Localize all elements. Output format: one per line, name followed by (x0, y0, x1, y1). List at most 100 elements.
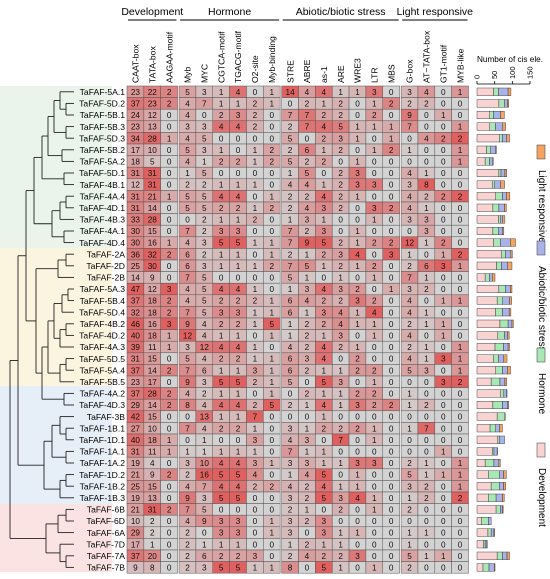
cell-value: 8 (424, 181, 429, 190)
bar-segment (476, 401, 494, 410)
cell-value: 2 (305, 343, 310, 352)
cell-value: 1 (372, 494, 377, 503)
cell-value: 0 (219, 506, 224, 515)
cell-value: 7 (185, 308, 190, 317)
cell-value: 2 (338, 181, 343, 190)
cell-value: 1 (372, 320, 377, 329)
cell-value: 5 (321, 471, 326, 480)
cell-value: 2 (305, 517, 310, 526)
column-header: MYB-like (455, 48, 465, 83)
cell-value: 0 (389, 378, 394, 387)
cell-value: 0 (389, 413, 394, 422)
cell-value: 0 (441, 436, 446, 445)
cell-value: 3 (288, 424, 293, 433)
bar-segment (493, 87, 499, 96)
cell-value: 1 (219, 146, 224, 155)
bar-segment (488, 470, 500, 479)
cell-value: 1 (253, 355, 258, 364)
bar-segment (505, 250, 512, 259)
group-header: Development (121, 6, 183, 18)
cell-value: 9 (202, 517, 207, 526)
gene-label: TaFAF-1D.2 (79, 470, 125, 480)
cell-value: 2 (202, 181, 207, 190)
gene-label: TaFAF-5D.3 (79, 133, 125, 143)
cell-value: 9 (150, 471, 155, 480)
bar-segment (476, 168, 500, 177)
cell-value: 31 (148, 181, 158, 190)
bar-segment (491, 273, 496, 282)
bar-segment (501, 261, 508, 270)
cell-value: 16 (148, 320, 158, 329)
cell-value: 2 (269, 204, 274, 213)
cell-value: 4 (288, 343, 293, 352)
cell-value: 0 (424, 250, 429, 259)
cell-value: 1 (253, 262, 258, 271)
cell-value: 1 (236, 181, 241, 190)
cell-value: 4 (219, 123, 224, 132)
cell-value: 30 (148, 262, 158, 271)
cell-value: 1 (458, 459, 463, 468)
cell-value: 6 (305, 146, 310, 155)
cell-value: 5 (185, 88, 190, 97)
cell-value: 13 (148, 123, 158, 132)
bar-segment (500, 180, 505, 189)
cell-value: 7 (288, 239, 293, 248)
cell-value: 4 (321, 355, 326, 364)
gene-label: TaFAF-5D.2 (79, 99, 125, 109)
cell-value: 15 (148, 482, 158, 491)
bar-segment (507, 261, 513, 270)
bar-segment (494, 180, 501, 189)
cell-value: 0 (441, 424, 446, 433)
cell-value: 5 (236, 471, 241, 480)
cell-value: 31 (131, 192, 141, 201)
cell-value: 3 (288, 459, 293, 468)
cell-value: 1 (321, 332, 326, 341)
cell-value: 0 (185, 413, 190, 422)
cell-value: 0 (269, 448, 274, 457)
cell-value: 2 (236, 552, 241, 561)
cell-value: 0 (167, 181, 172, 190)
cell-value: 3 (253, 366, 258, 375)
gene-label: TaFAF-7D (86, 539, 125, 549)
cell-value: 24 (131, 111, 141, 120)
cell-value: 5 (236, 378, 241, 387)
cell-value: 4 (219, 459, 224, 468)
cell-value: 23 (148, 100, 158, 109)
cell-value: 1 (372, 100, 377, 109)
cell-value: 0 (236, 436, 241, 445)
bar-segment (495, 122, 503, 131)
gene-label: TaFAF-4A.3 (80, 342, 126, 352)
cell-value: 2 (321, 134, 326, 143)
cell-value: 23 (131, 378, 141, 387)
cell-value: 2 (167, 250, 172, 259)
cell-value: 7 (185, 366, 190, 375)
cell-value: 2 (338, 204, 343, 213)
gene-label: TaFAF-2D (86, 261, 125, 271)
bar-segment (488, 493, 497, 502)
cell-value: 5 (288, 158, 293, 167)
cell-value: 1 (372, 564, 377, 573)
cell-value: 4 (288, 436, 293, 445)
cell-value: 0 (167, 424, 172, 433)
gene-label: TaFAF-4D.2 (79, 331, 125, 341)
cell-value: 1 (288, 169, 293, 178)
clade-shading (0, 86, 112, 572)
cell-value: 2 (288, 552, 293, 561)
bar-segment (493, 528, 495, 537)
cell-value: 5 (305, 169, 310, 178)
cell-value: 0 (424, 413, 429, 422)
cell-value: 1 (407, 424, 412, 433)
bar-segment (507, 401, 509, 410)
cell-value: 4 (407, 355, 412, 364)
bar-segment (486, 145, 491, 154)
cell-value: 0 (372, 552, 377, 561)
cell-value: 3 (355, 169, 360, 178)
cell-value: 5 (219, 378, 224, 387)
cell-value: 0 (389, 436, 394, 445)
cell-value: 2 (355, 424, 360, 433)
column-header: ABRE (302, 59, 312, 83)
cell-value: 7 (407, 123, 412, 132)
bar-segment (489, 273, 493, 282)
column-header: Myb (183, 67, 193, 83)
cell-value: 0 (338, 227, 343, 236)
